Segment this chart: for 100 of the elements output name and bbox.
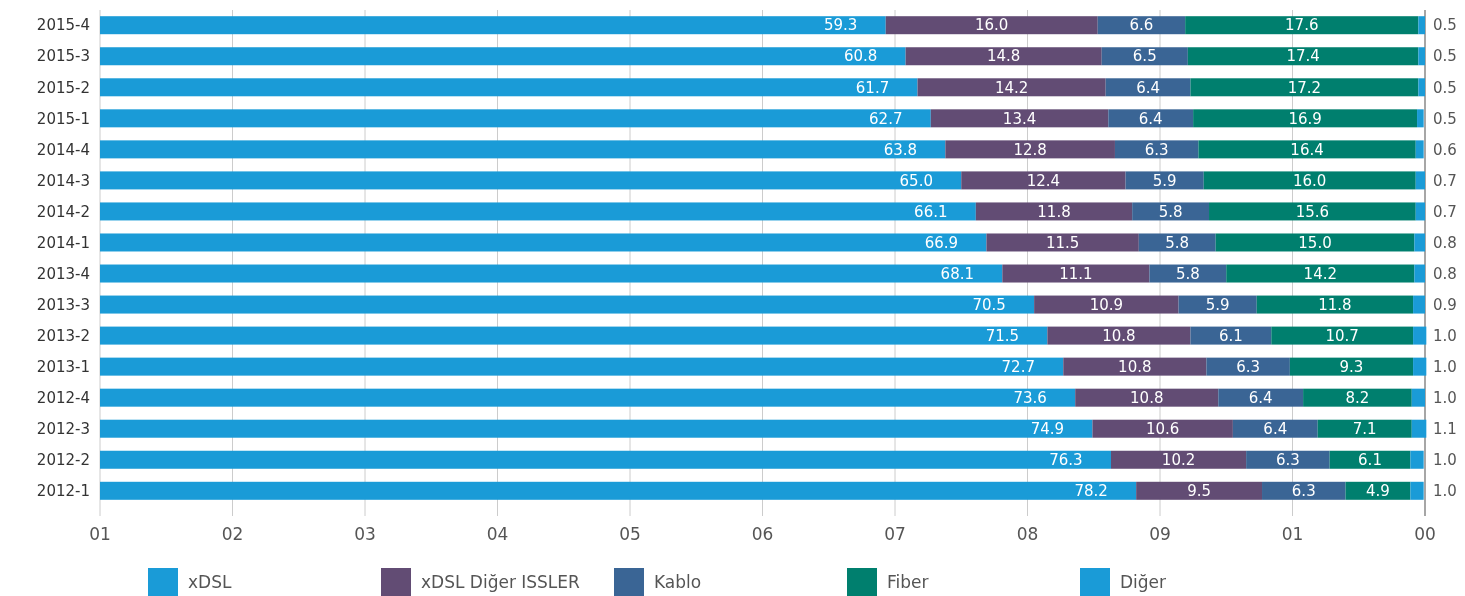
bar — [1063, 357, 1207, 376]
data-label: 15.0 — [1298, 233, 1332, 252]
data-label: 11.1 — [1059, 264, 1093, 283]
y-tick-label: 2013-3 — [36, 295, 90, 314]
bar — [945, 140, 1115, 159]
data-label: 6.3 — [1291, 482, 1316, 501]
data-label: 0.5 — [1433, 47, 1457, 66]
bar — [100, 171, 962, 190]
bar — [100, 140, 946, 159]
bar — [1138, 233, 1216, 252]
bar — [1101, 47, 1188, 66]
data-label: 17.4 — [1286, 47, 1320, 66]
y-tick-label: 2015-3 — [36, 47, 90, 66]
text: 01 — [89, 524, 111, 544]
data-label: 13.4 — [1002, 109, 1037, 128]
text: 07 — [884, 524, 906, 544]
bar — [1206, 357, 1290, 376]
bar — [100, 202, 976, 221]
data-label: 6.1 — [1218, 326, 1243, 345]
data-label: 10.8 — [1130, 388, 1164, 407]
bar — [100, 109, 931, 128]
data-label: 17.6 — [1285, 16, 1319, 35]
text: 05 — [619, 524, 641, 544]
data-label: 16.0 — [975, 16, 1009, 35]
bar — [100, 47, 906, 66]
data-label: 70.5 — [972, 295, 1006, 314]
data-label: 5.8 — [1175, 264, 1200, 283]
data-label: 65.0 — [899, 171, 933, 190]
y-tick-label: 2012-3 — [36, 419, 90, 438]
bar — [1185, 16, 1419, 35]
data-label: 14.2 — [1303, 264, 1338, 283]
y-tick-label: 2014-4 — [36, 140, 90, 159]
data-label: 0.5 — [1433, 78, 1457, 97]
y-tick-label: 2012-1 — [36, 482, 90, 501]
y-tick-label: 2014-1 — [36, 233, 90, 252]
bar — [100, 450, 1111, 469]
bar — [100, 326, 1048, 345]
bar — [1415, 202, 1425, 221]
data-label: 1.0 — [1433, 326, 1457, 345]
data-label: 9.3 — [1339, 357, 1364, 376]
bar — [1132, 202, 1210, 221]
data-label: 10.9 — [1089, 295, 1124, 314]
bar — [1075, 388, 1219, 407]
data-label: 6.4 — [1248, 388, 1273, 407]
data-label: 59.3 — [824, 16, 858, 35]
bar — [1418, 16, 1426, 35]
data-label: 10.6 — [1145, 419, 1180, 438]
bar — [930, 109, 1109, 128]
data-label: 6.4 — [1138, 109, 1163, 128]
data-label: 0.6 — [1433, 140, 1457, 159]
data-label: 12.8 — [1013, 140, 1047, 159]
bar — [100, 16, 886, 35]
bar — [100, 233, 987, 252]
data-label: 76.3 — [1049, 451, 1083, 469]
bar — [1125, 171, 1204, 190]
data-label: 16.0 — [1293, 171, 1327, 190]
data-label: 63.8 — [883, 140, 918, 159]
data-label: 73.6 — [1013, 388, 1047, 407]
text: 06 — [751, 524, 774, 544]
data-label: 6.5 — [1132, 47, 1157, 66]
data-label: 9.5 — [1187, 482, 1212, 501]
data-label: 17.2 — [1287, 78, 1322, 97]
data-label: 1.0 — [1433, 451, 1457, 469]
text: 04 — [486, 524, 509, 544]
bar — [1193, 109, 1418, 128]
data-label: 4.9 — [1366, 482, 1390, 501]
bar — [1105, 78, 1191, 97]
bar — [1047, 326, 1191, 345]
y-tick-label: 2012-2 — [36, 451, 90, 469]
text: 03 — [354, 524, 376, 544]
bar — [1413, 326, 1427, 345]
data-label: 16.4 — [1290, 140, 1324, 159]
legend-label: xDSL Diğer ISSLER — [421, 571, 581, 592]
data-label: 72.7 — [1001, 357, 1035, 376]
data-label: 6.4 — [1136, 78, 1160, 97]
data-label: 14.8 — [986, 47, 1021, 66]
data-label: 11.5 — [1045, 233, 1080, 252]
y-tick-label: 2015-1 — [36, 109, 90, 128]
bar — [905, 47, 1102, 66]
data-label: 14.2 — [994, 78, 1029, 97]
data-label: 11.8 — [1318, 295, 1352, 314]
bar — [1418, 47, 1426, 66]
data-label: 6.3 — [1275, 451, 1300, 469]
bar — [1415, 140, 1424, 159]
bar — [1289, 357, 1414, 376]
data-label: 10.7 — [1325, 326, 1359, 345]
bar — [961, 171, 1126, 190]
data-label: 11.8 — [1037, 202, 1071, 221]
bar — [1149, 264, 1227, 283]
data-label: 15.6 — [1295, 202, 1330, 221]
data-label: 10.8 — [1102, 326, 1136, 345]
data-label: 7.1 — [1352, 419, 1377, 438]
y-tick-label: 2012-4 — [36, 388, 90, 407]
bar — [1262, 481, 1346, 500]
bar — [1417, 109, 1424, 128]
bar — [100, 419, 1093, 438]
y-tick-label: 2013-1 — [36, 357, 90, 376]
bar — [1414, 233, 1425, 252]
data-label: 78.2 — [1074, 482, 1108, 501]
text: 01 — [1281, 524, 1304, 544]
